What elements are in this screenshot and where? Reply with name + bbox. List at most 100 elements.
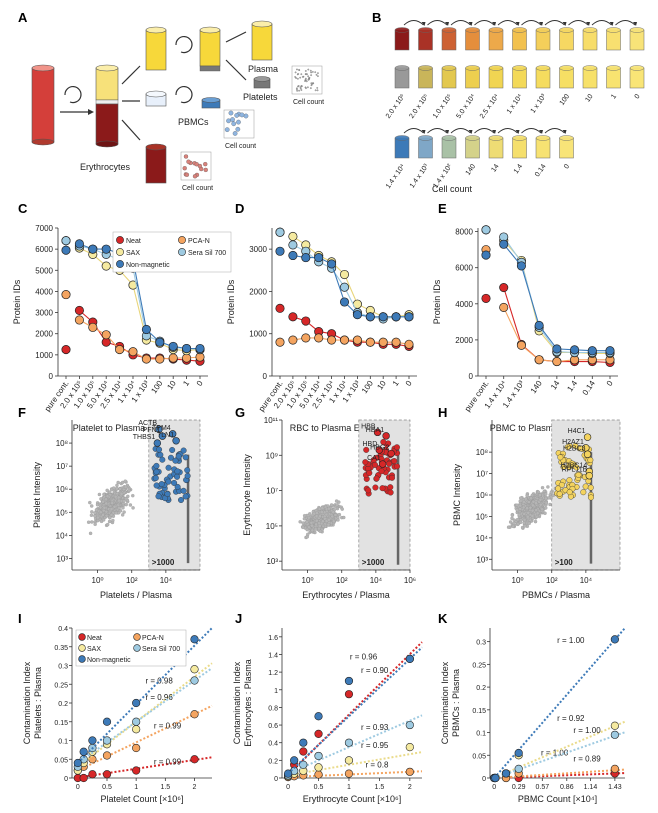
legend-marker (178, 236, 186, 244)
protein-point (105, 522, 110, 527)
enriched-protein-point (363, 446, 370, 453)
data-point (481, 293, 491, 303)
protein-point (109, 507, 114, 511)
x-tick-label: 10⁴ (580, 576, 593, 585)
cell-dot (234, 113, 240, 118)
transfer-arrow-icon (427, 128, 448, 134)
x-tick-label: 0 (492, 784, 496, 791)
enriched-protein-point (184, 472, 191, 479)
panel-label-f: F (18, 405, 26, 420)
cell-dot (235, 126, 241, 132)
dilution-tube-top (535, 27, 551, 33)
y-tick-label: 7000 (35, 224, 53, 233)
y-tick-label: 10⁹ (266, 451, 278, 460)
x-tick-label: 10² (126, 576, 138, 585)
legend-marker (78, 644, 86, 652)
dilution-tube (535, 67, 551, 89)
highlighted-protein-point (158, 432, 167, 440)
chart-k: 0 0.05 0.1 0.15 0.2 0.25 0.3 0 0.29 0.57 0.86 1.14 1… (440, 627, 626, 804)
protein-point (124, 502, 128, 507)
regression-line (284, 714, 423, 776)
enriched-protein-point (362, 459, 369, 466)
transfer-arrow-icon (521, 128, 542, 134)
data-point (115, 345, 125, 355)
highlighted-protein-point (585, 472, 593, 480)
dilution-tube-top (488, 27, 504, 33)
protein-point (521, 505, 526, 510)
y-axis-label: Erythrocyte Intensity (242, 454, 252, 536)
data-point (168, 353, 178, 363)
x-tick-label: 10⁰ (512, 576, 524, 585)
arrowhead-icon (515, 130, 520, 134)
transfer-arrow-icon (403, 20, 424, 26)
legend-label: Neat (87, 635, 102, 642)
cell-dot (307, 86, 309, 89)
dilution-tube-top (465, 65, 480, 71)
cell-dot (317, 72, 319, 75)
x-tick-label: 1.5 (160, 784, 170, 791)
dilution-tube-top (582, 65, 598, 71)
data-point (288, 231, 298, 242)
correlation-label: r = 0.99 (154, 758, 182, 767)
y-tick-label: 10⁵ (56, 508, 68, 517)
protein-point (101, 513, 105, 517)
data-point (275, 246, 285, 256)
enriched-protein-point (379, 485, 386, 492)
data-point (404, 312, 414, 322)
panel-label-d: D (235, 201, 244, 216)
x-tick-label: 1 (134, 784, 138, 791)
y-tick-label: 10⁵ (476, 512, 488, 521)
threshold-label: >1000 (152, 558, 175, 567)
legend-label: PCA-N (188, 238, 210, 245)
dilution-tube-top (606, 27, 621, 33)
y-tick-label: 0 (482, 776, 486, 783)
protein-point (544, 506, 548, 510)
y-tick-label: 0.25 (54, 682, 68, 689)
x-tick-label: 10⁰ (302, 576, 314, 585)
cell-dot (182, 166, 187, 171)
data-point (88, 322, 98, 332)
correlation-label: r = 0.99 (154, 722, 182, 731)
dilution-label: 2.5 x 10⁴ (479, 93, 501, 120)
x-tick-label: 2 (193, 784, 197, 791)
cell-dot (316, 89, 319, 92)
data-point (132, 717, 141, 726)
data-point (301, 333, 311, 343)
data-point (88, 770, 97, 779)
protein-point (301, 525, 305, 530)
cell-dot (192, 174, 198, 179)
arrowhead-icon (492, 130, 496, 134)
x-axis-label: PBMCs / Plasma (522, 590, 590, 600)
y-tick-label: 10³ (56, 554, 68, 563)
enriched-protein-point (158, 481, 165, 488)
dilution-tube (441, 67, 457, 89)
dilution-tube (535, 137, 551, 159)
data-point (552, 357, 562, 367)
protein-point (332, 519, 336, 523)
arrowhead-icon (539, 130, 543, 134)
x-tick-label: 1 (347, 784, 351, 791)
enriched-protein-point (555, 485, 562, 492)
y-tick-label: 0.4 (268, 741, 278, 748)
enriched-protein-point (372, 461, 379, 468)
cell-dot (230, 117, 235, 122)
protein-point (522, 512, 526, 516)
data-point (378, 337, 388, 347)
protein-point (549, 490, 553, 495)
y-tick-label: 0 (469, 372, 474, 381)
correlation-label: r = 0.95 (361, 741, 389, 750)
chart-j: 0 0.2 0.4 0.6 0.8 1 1.2 1.4 1.6 0 0.5 1 1.5 2 r = 0.96… (232, 628, 423, 804)
protein-point (320, 506, 325, 510)
correlation-label: r = 1.00 (573, 726, 601, 735)
cell-dot (301, 76, 304, 78)
transfer-arrow-icon (450, 20, 471, 26)
protein-point (342, 515, 346, 520)
data-point (132, 725, 141, 734)
protein-point (534, 508, 538, 512)
dilution-label: 1.4 (513, 163, 524, 175)
data-point (378, 312, 388, 322)
regression-line (494, 768, 626, 779)
dilution-label: 0 (563, 163, 571, 170)
dilution-tube (418, 29, 433, 51)
